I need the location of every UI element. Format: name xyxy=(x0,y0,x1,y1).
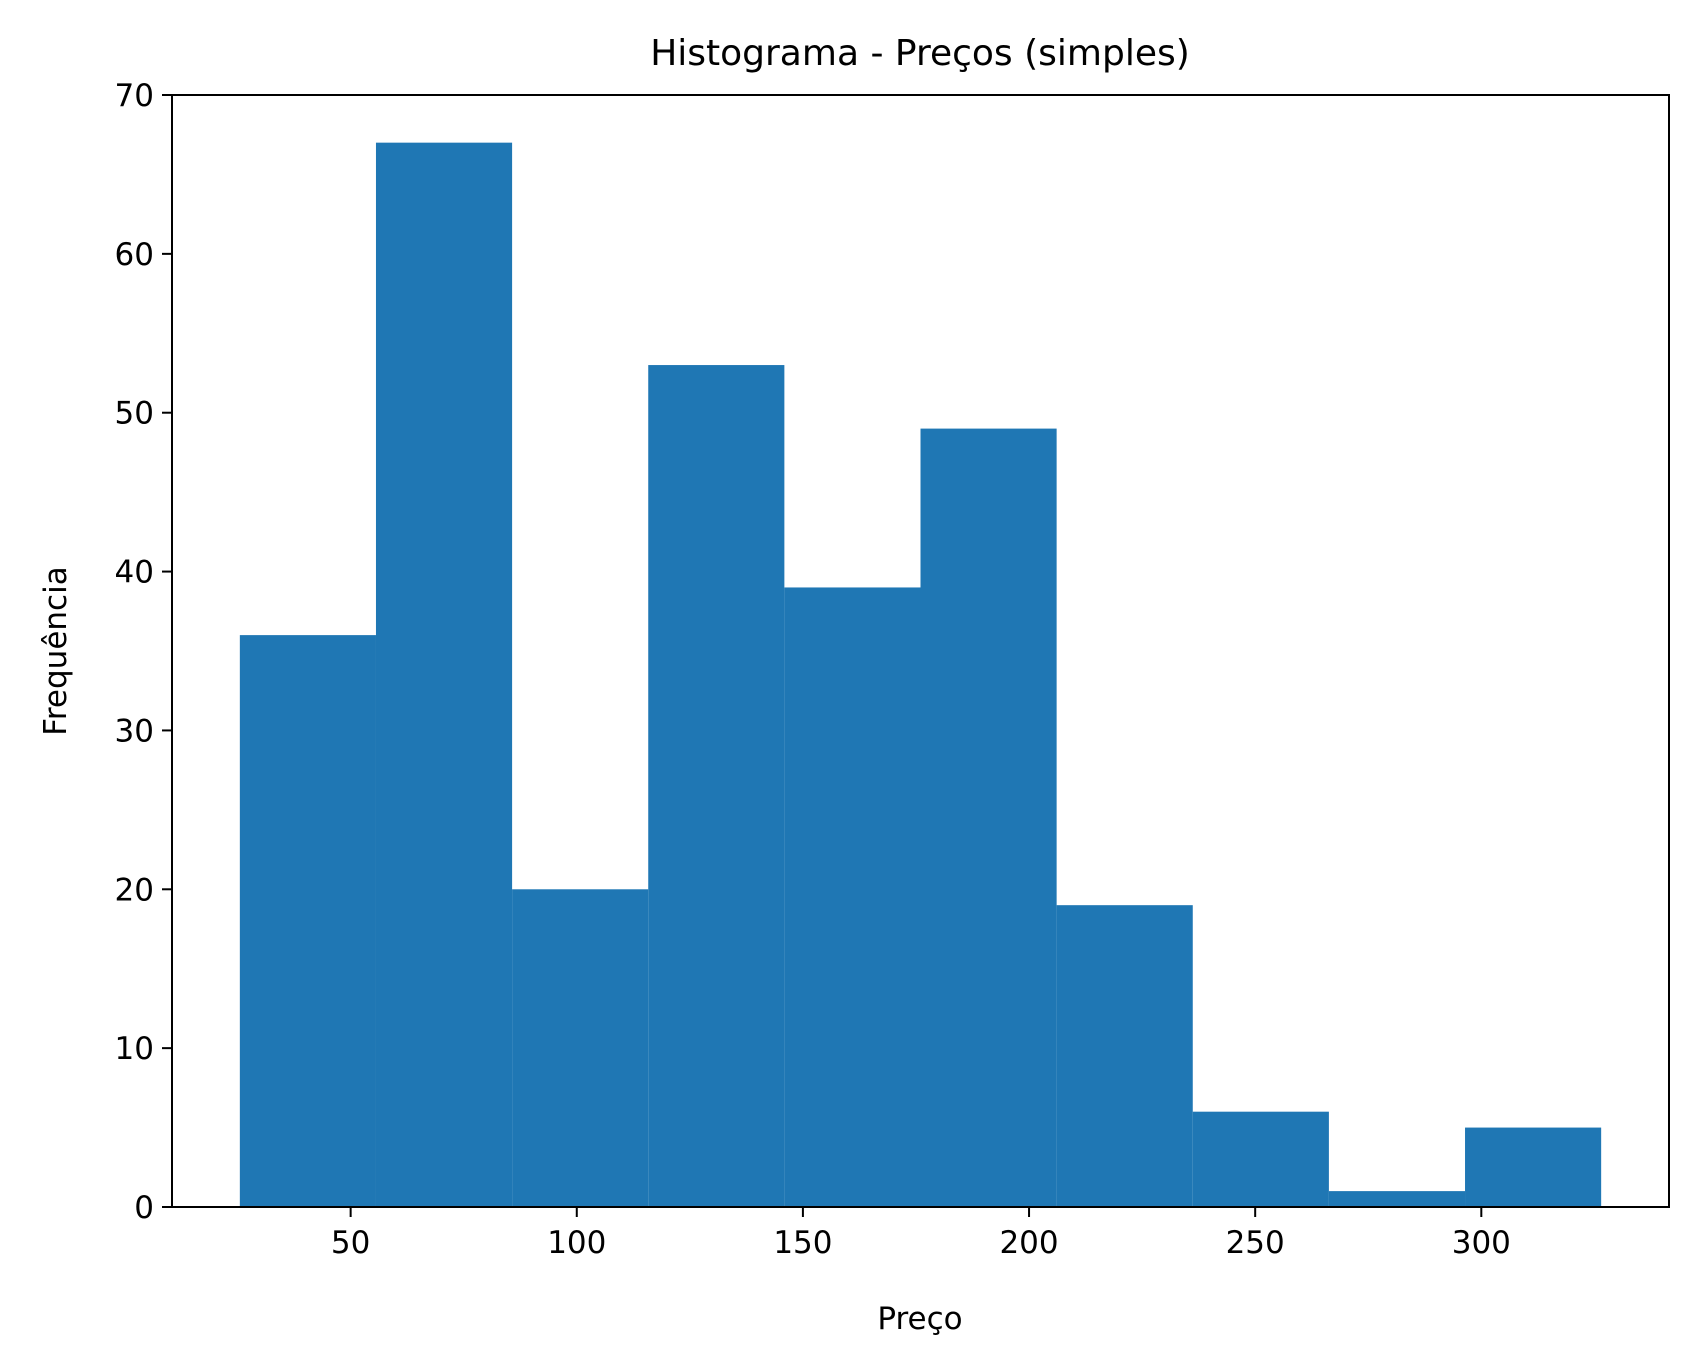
x-tick-label-2: 100 xyxy=(547,1225,606,1261)
histogram-bar-5 xyxy=(784,587,921,1207)
plot-frame xyxy=(171,94,1670,1208)
x-axis-label: Preço xyxy=(877,1301,962,1337)
x-axis-ticks: 50 100 150 200 250 300 xyxy=(331,1207,1511,1261)
x-tick-label-6: 300 xyxy=(1452,1225,1511,1261)
histogram-bar-8 xyxy=(1192,1111,1329,1207)
y-tick-label-4: 30 xyxy=(115,713,154,749)
histogram-bar-9 xyxy=(1328,1191,1466,1207)
histogram-bar-10 xyxy=(1465,1127,1602,1207)
x-tick-label-1: 50 xyxy=(331,1225,370,1261)
y-tick-label-5: 40 xyxy=(115,555,154,591)
bars-layer xyxy=(239,142,1602,1208)
y-axis-label: Frequência xyxy=(38,566,74,735)
histogram-bar-7 xyxy=(1056,905,1193,1207)
x-tick-label-3: 150 xyxy=(773,1225,832,1261)
histogram-bar-3 xyxy=(512,889,649,1207)
y-tick-label-3: 20 xyxy=(115,872,154,908)
y-tick-label-8: 70 xyxy=(115,78,154,114)
histogram-bar-1 xyxy=(239,635,376,1207)
y-tick-label-1: 0 xyxy=(134,1190,154,1226)
chart-title: Histograma - Preços (simples) xyxy=(650,33,1190,74)
y-tick-label-7: 60 xyxy=(115,237,154,273)
x-tick-label-4: 200 xyxy=(999,1225,1058,1261)
x-tick-label-5: 250 xyxy=(1226,1225,1285,1261)
histogram-bar-2 xyxy=(375,142,513,1208)
y-axis-ticks: 0 10 20 30 40 50 60 70 xyxy=(115,78,172,1226)
y-tick-label-6: 50 xyxy=(115,396,154,432)
histogram-bar-6 xyxy=(920,428,1057,1208)
histogram-bar-4 xyxy=(648,365,785,1207)
y-tick-label-2: 10 xyxy=(115,1031,154,1067)
